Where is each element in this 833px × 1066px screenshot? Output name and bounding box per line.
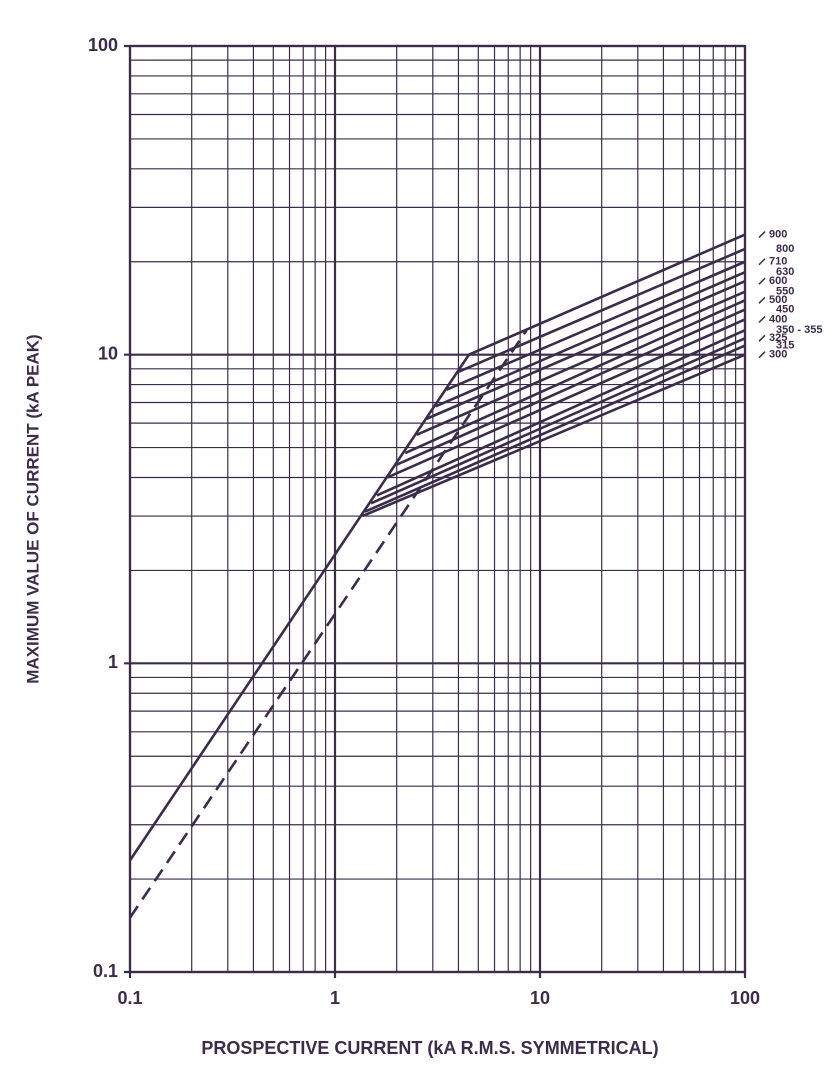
legend-label: 900 bbox=[769, 228, 787, 240]
legend-tick bbox=[758, 351, 766, 359]
series-line bbox=[364, 344, 746, 513]
legend-label: 325 bbox=[769, 332, 787, 344]
series-line bbox=[396, 308, 746, 466]
series-line bbox=[435, 271, 746, 408]
legend-label: 350 - 355 bbox=[776, 324, 822, 336]
x-tick-label: 1 bbox=[330, 988, 340, 1008]
legend-label: 450 bbox=[776, 303, 794, 315]
y-tick-label: 1 bbox=[108, 652, 118, 672]
series-line bbox=[416, 290, 746, 436]
y-tick-label: 0.1 bbox=[93, 961, 118, 981]
legend-tick bbox=[758, 277, 766, 285]
legend-label: 550 bbox=[776, 286, 794, 298]
legend-label: 800 bbox=[776, 243, 794, 255]
legend-label: 400 bbox=[769, 313, 787, 325]
series-line bbox=[404, 299, 746, 455]
series-line bbox=[468, 233, 746, 356]
series-line bbox=[386, 318, 746, 479]
legend-tick bbox=[758, 258, 766, 266]
legend-label: 630 bbox=[776, 266, 794, 278]
series-line bbox=[128, 353, 470, 862]
series-line bbox=[376, 329, 746, 497]
legend-label: 315 bbox=[776, 340, 794, 352]
series-line bbox=[446, 260, 746, 391]
x-tick-label: 0.1 bbox=[117, 988, 142, 1008]
legend-label: 300 bbox=[769, 349, 787, 361]
x-tick-label: 100 bbox=[730, 988, 760, 1008]
series-line bbox=[426, 279, 746, 420]
y-axis-label: MAXIMUM VALUE OF CURRENT (kA PEAK) bbox=[23, 334, 42, 683]
series-line bbox=[457, 247, 746, 373]
series-line bbox=[128, 329, 528, 919]
x-tick-label: 10 bbox=[530, 988, 550, 1008]
series-line bbox=[370, 337, 746, 505]
x-axis-label: PROSPECTIVE CURRENT (kA R.M.S. SYMMETRIC… bbox=[201, 1038, 658, 1058]
y-tick-label: 100 bbox=[88, 35, 118, 55]
y-tick-label: 10 bbox=[98, 343, 118, 363]
legend-tick bbox=[758, 231, 766, 239]
legend-label: 600 bbox=[769, 275, 787, 287]
series-line bbox=[361, 353, 746, 518]
legend-label: 500 bbox=[769, 294, 787, 306]
legend-tick bbox=[758, 296, 766, 304]
plot-frame bbox=[128, 44, 747, 974]
legend-tick bbox=[758, 334, 766, 342]
legend-label: 710 bbox=[769, 256, 787, 268]
legend-tick bbox=[758, 315, 766, 324]
